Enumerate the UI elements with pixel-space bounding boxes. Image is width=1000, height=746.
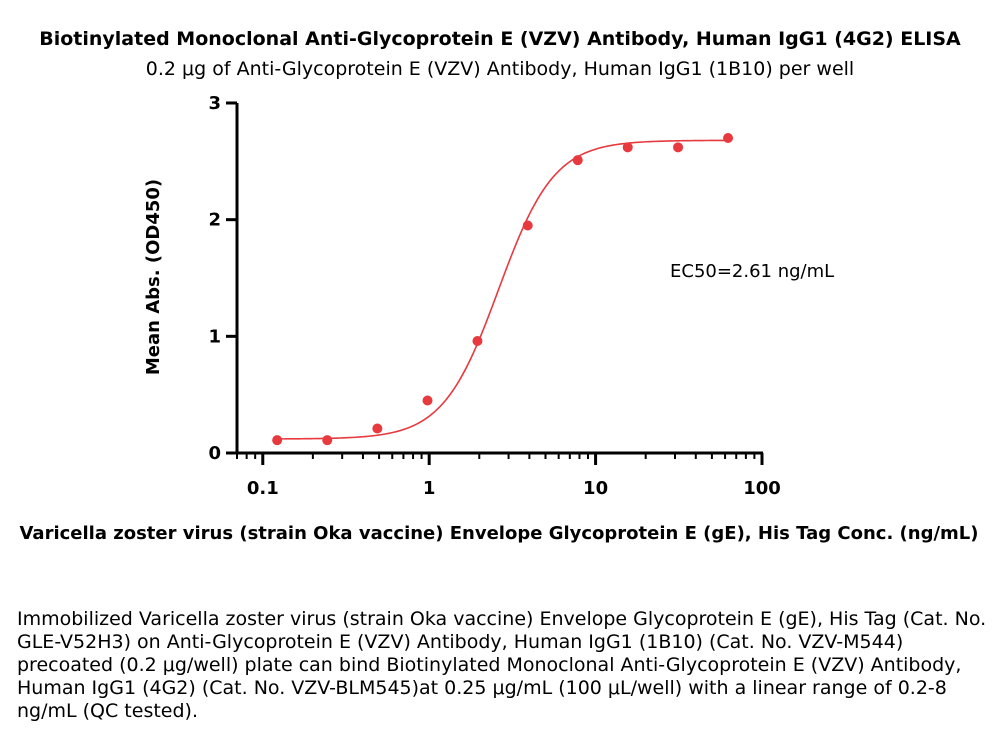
- data-points-group: [272, 133, 734, 446]
- x-tick-label: 0.1: [247, 478, 279, 499]
- ec50-annotation: EC50=2.61 ng/mL: [670, 261, 834, 282]
- y-tick-label: 2: [208, 210, 221, 231]
- data-point: [472, 336, 483, 346]
- y-axis-label: Mean Abs. (OD450): [143, 179, 164, 375]
- elisa-chart: 0 1 2 3 0.1 1 10 100 Mean Abs. (OD450) Varicell…: [19, 93, 978, 544]
- data-point: [422, 395, 433, 406]
- data-point: [622, 142, 633, 153]
- x-axis-label: Varicella zoster virus (strain Oka vacci…: [19, 523, 978, 544]
- y-tick-label: 1: [208, 326, 221, 347]
- figure-caption: Immobilized Varicella zoster virus (stra…: [17, 608, 987, 722]
- fit-curve: [277, 139, 729, 440]
- data-point: [572, 155, 583, 166]
- chart-title: Biotinylated Monoclonal Anti-Glycoprotei…: [39, 28, 961, 50]
- chart-axes: 0 1 2 3 0.1 1 10 100: [208, 93, 780, 499]
- data-point: [272, 435, 283, 446]
- x-tick-label: 100: [743, 478, 781, 499]
- x-tick-label: 10: [583, 478, 608, 499]
- data-point: [522, 220, 533, 231]
- y-tick-label: 3: [208, 93, 221, 114]
- data-point: [372, 423, 383, 434]
- fit-curve-group: [277, 139, 729, 440]
- x-tick-label: 1: [423, 478, 436, 499]
- y-tick-label: 0: [208, 443, 221, 464]
- data-point: [723, 133, 734, 143]
- chart-subtitle: 0.2 μg of Anti-Glycoprotein E (VZV) Anti…: [145, 58, 855, 80]
- data-point: [322, 435, 333, 446]
- data-point: [673, 142, 684, 153]
